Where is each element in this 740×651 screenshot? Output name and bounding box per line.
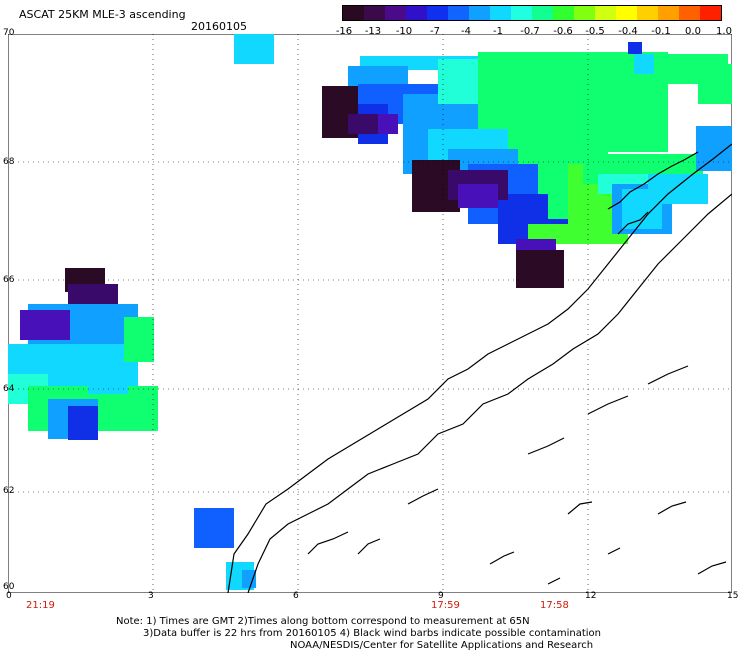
colorbar-cell <box>679 6 700 20</box>
coastline-segment <box>307 531 349 555</box>
colorbar-label: 0.0 <box>685 26 701 37</box>
map-plot <box>8 34 732 593</box>
colorbar-cell <box>532 6 553 20</box>
colorbar-cell <box>448 6 469 20</box>
colorbar-labels: -16 -13 -10 -7 -4 -1 -0.7 -0.6 -0.5 -0.4 -0.1 0.0 1.… <box>332 26 732 38</box>
wind-cell <box>68 284 118 304</box>
colorbar-label: -0.6 <box>553 26 573 37</box>
wind-cell <box>124 317 154 362</box>
colorbar-cell <box>553 6 574 20</box>
coastline-segment <box>607 151 699 210</box>
colorbar-cell <box>406 6 427 20</box>
colorbar-label: -0.1 <box>651 26 671 37</box>
colorbar-cell <box>574 6 595 20</box>
note-line-1: Note: 1) Times are GMT 2)Times along bot… <box>116 616 530 627</box>
wind-cell <box>234 34 274 64</box>
colorbar <box>342 5 722 21</box>
lat-label-66: 66 <box>3 275 15 285</box>
colorbar-label: -0.5 <box>585 26 605 37</box>
time-label-1: 21:19 <box>26 600 55 611</box>
coastline-segment <box>547 577 561 585</box>
colorbar-label: -13 <box>364 26 382 37</box>
lon-label-12: 12 <box>585 591 597 601</box>
lat-label-62: 62 <box>3 486 15 496</box>
colorbar-cell <box>343 6 364 20</box>
note-line-3: NOAA/NESDIS/Center for Satellite Applica… <box>290 640 594 651</box>
wind-swath-data <box>8 34 732 590</box>
wind-cell <box>458 184 498 208</box>
lon-label-3: 3 <box>148 591 154 601</box>
lon-label-15: 15 <box>727 591 739 601</box>
wind-cell <box>242 570 256 588</box>
colorbar-label: -1 <box>493 26 503 37</box>
colorbar-cell <box>595 6 616 20</box>
wind-cell <box>88 364 128 394</box>
colorbar-cell <box>469 6 490 20</box>
lat-label-64: 64 <box>3 384 15 394</box>
coastline-segment <box>227 143 732 593</box>
colorbar-cell <box>490 6 511 20</box>
colorbar-cell <box>427 6 448 20</box>
wind-cell <box>516 239 556 253</box>
colorbar-label: -0.4 <box>618 26 638 37</box>
lon-label-0: 0 <box>6 591 12 601</box>
coastline-segment <box>407 488 439 505</box>
coastline <box>227 143 732 593</box>
coastline-segment <box>567 501 593 515</box>
note-line-2: 3)Data buffer is 22 hrs from 20160105 4)… <box>143 628 601 639</box>
plot-title: ASCAT 25KM MLE-3 ascending <box>19 8 186 21</box>
colorbar-label: 1.0 <box>716 26 732 37</box>
colorbar-label: -16 <box>335 26 353 37</box>
wind-cell <box>628 42 642 54</box>
coastline-segment <box>527 437 565 455</box>
lat-label-68: 68 <box>3 157 15 167</box>
lon-label-6: 6 <box>293 591 299 601</box>
colorbar-cell <box>364 6 385 20</box>
colorbar-cell <box>616 6 637 20</box>
colorbar-label: -4 <box>461 26 471 37</box>
colorbar-cell <box>511 6 532 20</box>
coastline-segment <box>697 561 727 575</box>
coastline-segment <box>247 193 732 593</box>
colorbar-label: -10 <box>395 26 413 37</box>
colorbar-cell <box>637 6 658 20</box>
wind-cell <box>348 114 378 134</box>
coastline-segment <box>357 538 381 555</box>
wind-cell <box>634 54 654 74</box>
colorbar-cell <box>658 6 679 20</box>
coastline-segment <box>657 501 687 515</box>
lat-label-60: 60 <box>3 582 15 592</box>
wind-cell <box>668 54 728 84</box>
wind-cell <box>194 508 234 548</box>
colorbar-label: -7 <box>430 26 440 37</box>
colorbar-cell <box>385 6 406 20</box>
coastline-segment <box>489 551 515 565</box>
lon-label-9: 9 <box>438 591 444 601</box>
wind-cell <box>648 174 708 204</box>
wind-cell <box>20 310 70 340</box>
coastline-segment <box>617 211 649 235</box>
colorbar-cell <box>700 6 721 20</box>
lat-label-70: 70 <box>3 28 15 38</box>
time-label-3: 17:58 <box>540 600 569 611</box>
coastline-segment <box>607 547 621 555</box>
wind-cell <box>516 250 564 288</box>
plot-date: 20160105 <box>191 20 247 33</box>
graticule <box>8 34 732 593</box>
time-label-2: 17:59 <box>431 600 460 611</box>
coastline-segment <box>647 365 689 385</box>
wind-cell <box>68 406 98 440</box>
colorbar-label: -0.7 <box>520 26 540 37</box>
coastline-segment <box>587 395 629 415</box>
